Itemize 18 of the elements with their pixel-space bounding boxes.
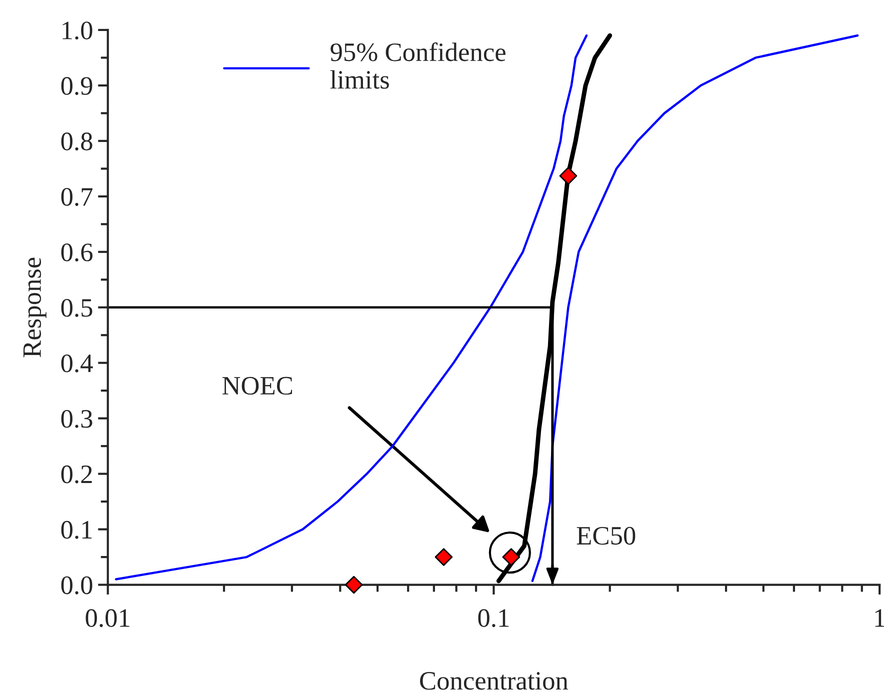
y-tick-label: 0.1 [61,520,92,539]
y-tick-label: 0.4 [61,354,93,372]
x-tick-label: 0.01 [86,609,130,628]
annotation: NOEC [222,376,292,395]
y-tick-label: 0.6 [61,244,92,262]
y-tick-label: 0.0 [61,576,92,594]
y-tick-label: 1.0 [62,22,92,40]
y-axis-title: Response [23,258,46,358]
ref-line-label: EC50 [576,526,636,545]
y-tick-label: 0.9 [61,77,92,95]
legend-label: 95% Confidence limits [330,42,506,89]
y-tick-label: 0.3 [61,410,92,428]
y-tick-label: 0.5 [61,298,92,317]
y-tick-label: 0.7 [61,188,93,206]
x-axis-title: Concentration [420,672,568,690]
x-tick-label: 0.1 [478,609,509,628]
y-tick-label: 0.2 [61,465,92,484]
y-tick-label: 0.8 [61,132,92,150]
